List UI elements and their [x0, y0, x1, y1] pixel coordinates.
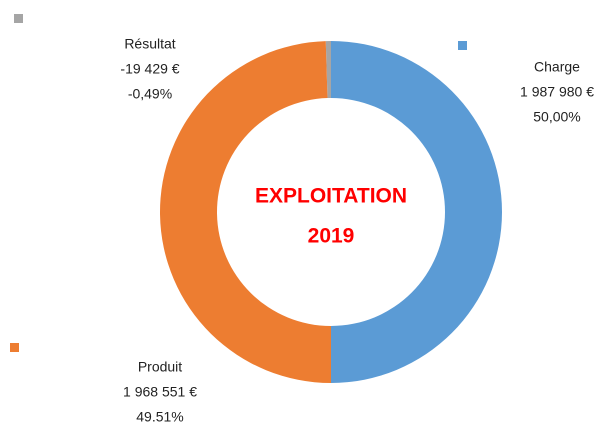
slice-label: Résultat	[124, 36, 175, 52]
chart-title: 2019	[308, 225, 355, 248]
value-label: -19 429 €	[120, 61, 179, 77]
value-label: 1 987 980 €	[520, 84, 594, 100]
legend-marker	[14, 14, 23, 23]
percentage-label: -0,49%	[128, 86, 172, 102]
donut-slice	[325, 41, 331, 99]
percentage-label: 49.51%	[136, 409, 183, 425]
percentage-label: 50,00%	[533, 109, 580, 125]
legend-marker	[10, 343, 19, 352]
legend-marker	[458, 41, 467, 50]
chart-title: EXPLOITATION	[255, 185, 407, 208]
slice-label: Charge	[534, 59, 580, 75]
donut-slice	[331, 41, 502, 383]
donut-slice	[159, 41, 331, 383]
value-label: 1 968 551 €	[123, 384, 197, 400]
slice-label: Produit	[138, 359, 182, 375]
